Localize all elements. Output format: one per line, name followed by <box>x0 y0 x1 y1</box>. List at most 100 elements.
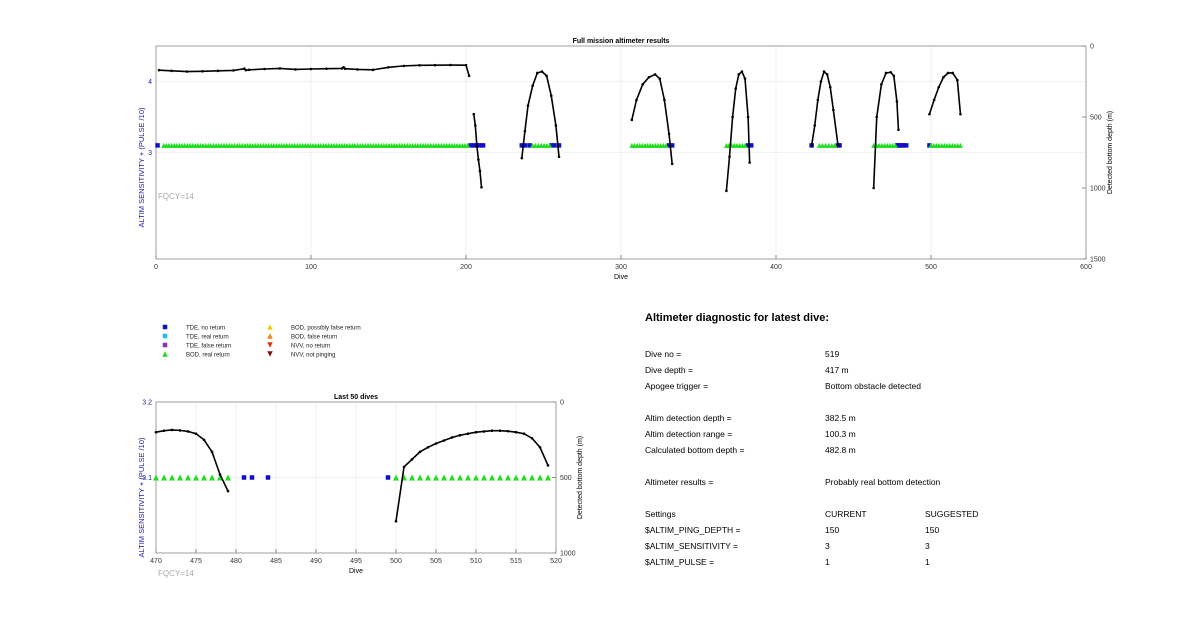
bottom-depth-point <box>402 465 406 469</box>
bottom-depth-point <box>482 430 486 433</box>
bottom-depth-point <box>889 70 892 74</box>
bottom-depth-point <box>832 108 835 112</box>
bottom-depth-point <box>170 428 174 432</box>
tde-no-return-marker <box>241 475 247 480</box>
bottom-depth-line <box>155 429 229 492</box>
bottom-depth-point <box>278 67 282 70</box>
bod-real-return-marker <box>225 474 231 481</box>
tde-no-return-marker <box>556 143 562 148</box>
bottom-depth-point <box>387 66 390 69</box>
bottom-depth-point <box>210 450 214 454</box>
bottom-depth-point <box>892 74 896 78</box>
bottom-depth-point <box>872 186 875 190</box>
bottom-depth-point <box>474 124 477 127</box>
bottom-depth-point <box>371 68 375 72</box>
bottom-depth-point <box>540 70 544 73</box>
y2-tick-label: 0 <box>1090 44 1094 51</box>
bottom-depth-point <box>725 189 728 193</box>
x-tick-label: 100 <box>305 264 317 271</box>
bottom-depth-point <box>458 433 462 437</box>
bottom-depth-point <box>472 112 476 116</box>
bod-real-return-marker <box>521 474 527 481</box>
bottom-depth-point <box>635 98 638 102</box>
bottom-depth-point <box>402 64 406 68</box>
bottom-depth-point <box>946 71 950 75</box>
bottom-depth-point <box>449 63 452 67</box>
bottom-depth-point <box>884 71 888 75</box>
y-tick-label: 3 <box>148 150 152 157</box>
x-tick-label: 0 <box>154 264 158 271</box>
bottom-depth-point <box>932 98 936 102</box>
bod-real-return-marker <box>153 474 159 481</box>
bottom-depth-point <box>466 432 470 436</box>
calc-depth-label: Calculated bottom depth = <box>645 445 745 455</box>
tde-no-return-marker <box>155 143 160 148</box>
bod-real-return-marker <box>161 474 167 481</box>
detect-depth-label: Altim detection depth = <box>645 413 732 423</box>
bottom-depth-line <box>872 71 900 189</box>
apogee-value: Bottom obstacle detected <box>825 381 921 391</box>
bottom-depth-point <box>897 128 900 132</box>
legend-triangle-icon <box>267 333 273 339</box>
ping-depth-row: $ALTIM_PING_DEPTH = 150 150 <box>645 522 1165 538</box>
y-tick-label: 3.2 <box>142 400 152 407</box>
bottom-depth-point <box>536 71 539 75</box>
bod-real-return-marker <box>547 142 553 148</box>
tde-no-return-marker <box>471 143 476 148</box>
dive-no-label: Dive no = <box>645 349 682 359</box>
bottom-depth-point <box>185 70 189 73</box>
bottom-depth-point <box>162 429 166 432</box>
results-label: Altimeter results = <box>645 477 714 487</box>
bottom-depth-point <box>506 429 510 433</box>
bottom-depth-point <box>813 124 817 127</box>
bottom-depth-point <box>467 74 471 78</box>
x-tick-label: 480 <box>230 558 242 565</box>
tde-no-return-marker <box>519 143 525 148</box>
ping-depth-label: $ALTIM_PING_DEPTH = <box>645 525 741 535</box>
y2-axis-label: Detected bottom depth (m) <box>577 436 584 519</box>
y2-tick-label: 500 <box>1090 115 1102 122</box>
bottom-depth-point <box>170 69 173 73</box>
bottom-depth-point <box>442 439 446 442</box>
bottom-depth-point <box>474 430 478 434</box>
bottom-depth-point <box>475 144 479 147</box>
tde-no-return-marker <box>903 143 909 148</box>
tde-no-return-marker <box>527 143 532 148</box>
bottom-depth-point <box>728 155 731 159</box>
bottom-depth-point <box>520 156 524 160</box>
bod-real-return-marker <box>393 474 399 481</box>
legend-triangle-icon <box>267 351 273 357</box>
bottom-depth-line <box>159 64 470 77</box>
bod-real-return-marker <box>441 474 447 481</box>
tde-no-return-marker <box>385 475 391 480</box>
detect-range-row: Altim detection range = 100.3 m <box>645 426 1165 442</box>
legend-label: NVV, no return <box>291 344 330 350</box>
bottom-depth-point <box>325 67 328 71</box>
bottom-depth-point <box>956 78 959 82</box>
bottom-depth-point <box>828 85 832 89</box>
bottom-depth-point <box>836 144 840 147</box>
bottom-depth-point <box>157 68 161 72</box>
bod-real-return-marker <box>177 474 183 481</box>
bod-real-return-marker <box>663 142 669 148</box>
tde-no-return-marker <box>745 143 751 148</box>
x-tick-label: 200 <box>460 264 472 271</box>
legend-label: BOD, real return <box>186 353 230 359</box>
bottom-depth-point <box>557 155 561 159</box>
current-header: CURRENT <box>825 509 867 519</box>
fqcy-annotation: FQCY=14 <box>158 192 194 201</box>
legend-label: BOD, false return <box>291 335 337 341</box>
bottom-depth-line <box>472 114 483 188</box>
x-tick-label: 490 <box>310 558 322 565</box>
legend-triangle-icon <box>267 342 273 348</box>
x-axis-label: Dive <box>349 568 363 575</box>
bottom-depth-point <box>178 429 182 432</box>
bottom-depth-point <box>418 64 421 67</box>
bottom-depth-point <box>825 73 829 76</box>
x-tick-label: 505 <box>430 558 442 565</box>
tde-no-return-marker <box>477 143 483 148</box>
tde-no-return-marker <box>666 143 672 148</box>
bottom-depth-point <box>549 94 553 97</box>
bottom-depth-point <box>895 100 899 103</box>
bottom-depth-point <box>667 132 671 136</box>
